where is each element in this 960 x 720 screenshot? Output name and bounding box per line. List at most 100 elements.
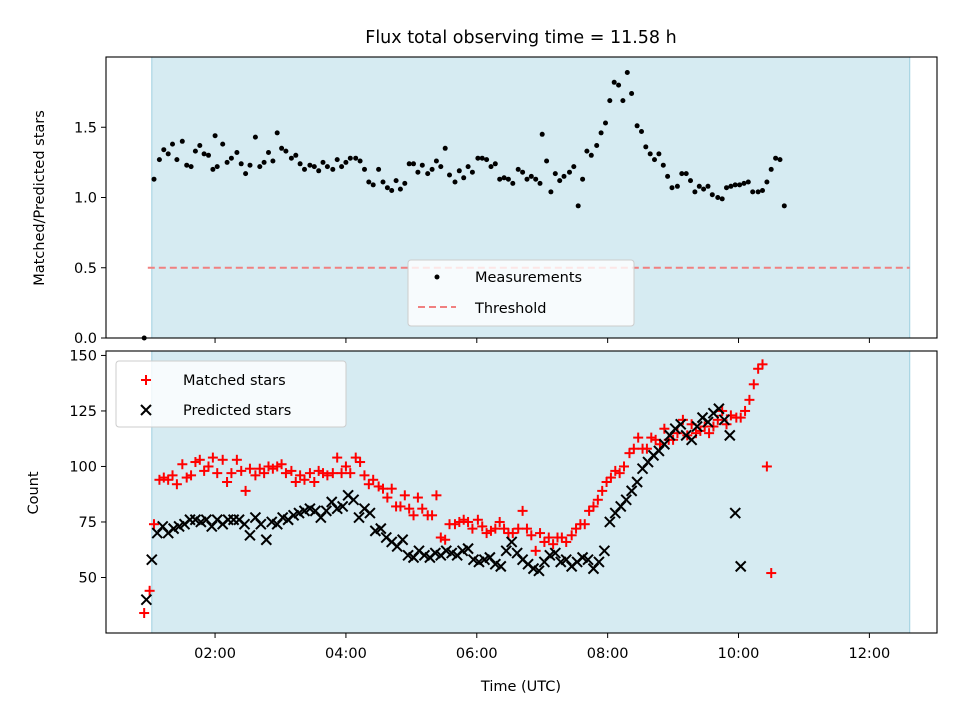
measurement-point bbox=[548, 189, 554, 195]
matched-star-point bbox=[766, 568, 777, 579]
matched-star-point bbox=[336, 468, 347, 479]
measurement-point bbox=[151, 176, 157, 182]
predicted-star-point bbox=[549, 547, 562, 559]
measurement-point bbox=[452, 179, 458, 185]
matched-star-point bbox=[318, 468, 329, 479]
measurement-point bbox=[366, 179, 372, 185]
predicted-star-point bbox=[347, 494, 360, 506]
top-y-tick-label: 0.0 bbox=[74, 331, 97, 347]
matched-star-point bbox=[472, 514, 483, 525]
measurement-point bbox=[376, 166, 382, 172]
measurement-point bbox=[465, 164, 471, 170]
predicted-star-point bbox=[620, 494, 632, 506]
measurement-point bbox=[488, 164, 494, 170]
measurement-point bbox=[571, 164, 577, 170]
measurement-point bbox=[220, 141, 226, 147]
measurement-point bbox=[701, 186, 707, 192]
measurement-point bbox=[384, 185, 390, 191]
measurement-point bbox=[665, 173, 671, 179]
matched-star-point bbox=[276, 459, 287, 470]
measurement-point bbox=[777, 157, 783, 163]
measurement-point bbox=[288, 155, 294, 161]
matched-star-point bbox=[624, 448, 635, 459]
bottom-y-tick-label: 150 bbox=[69, 348, 97, 364]
measurement-point bbox=[274, 130, 280, 136]
measurement-point bbox=[234, 150, 240, 155]
bottom-x-tick-label: 08:00 bbox=[587, 646, 629, 662]
top-legend-box bbox=[407, 259, 635, 327]
measurement-point bbox=[228, 155, 234, 161]
matched-star-point bbox=[144, 585, 155, 596]
measurement-point bbox=[311, 164, 317, 170]
predicted-star-point bbox=[260, 534, 273, 546]
bottom-panel: 02:00 04:00 06:00 08:00 10:00 12:00 50 75 100 12… bbox=[26, 348, 938, 695]
matched-star-point bbox=[561, 536, 572, 547]
matched-star-point bbox=[267, 463, 278, 474]
matched-star-point bbox=[295, 470, 306, 481]
matched-star-point bbox=[167, 470, 178, 481]
matched-star-point bbox=[207, 452, 218, 463]
matched-star-point bbox=[646, 432, 657, 443]
legend-predicted-marker bbox=[140, 404, 152, 416]
measurement-point bbox=[773, 155, 779, 161]
predicted-star-point bbox=[658, 438, 671, 450]
measurement-point bbox=[370, 182, 376, 188]
measurement-point bbox=[438, 164, 444, 170]
matched-star-point bbox=[757, 359, 768, 370]
matched-star-point bbox=[417, 503, 428, 514]
measurement-point bbox=[719, 196, 725, 202]
predicted-star-point bbox=[625, 485, 638, 497]
matched-star-point bbox=[513, 523, 524, 534]
matched-star-point bbox=[395, 501, 406, 512]
matched-star-point bbox=[332, 452, 343, 463]
predicted-star-point bbox=[244, 529, 256, 542]
matched-star-point bbox=[435, 532, 446, 543]
matched-star-point bbox=[641, 443, 652, 454]
matched-star-point bbox=[548, 539, 559, 550]
matched-star-point bbox=[592, 494, 603, 505]
measurement-point bbox=[433, 158, 439, 164]
matched-star-point bbox=[345, 468, 356, 479]
measurement-point bbox=[212, 133, 218, 139]
matched-star-point bbox=[355, 457, 366, 468]
measurement-point bbox=[397, 186, 403, 192]
top-legend: Measurements Threshold bbox=[407, 259, 635, 327]
measurement-point bbox=[505, 176, 511, 182]
predicted-star-point bbox=[353, 511, 365, 524]
measurement-point bbox=[475, 155, 481, 161]
matched-star-point bbox=[579, 519, 590, 530]
matched-star-point bbox=[222, 477, 233, 488]
measurement-point bbox=[624, 70, 630, 75]
measurement-point bbox=[266, 150, 271, 155]
legend-predicted-label: Predicted stars bbox=[183, 403, 291, 419]
matched-star-point bbox=[280, 468, 291, 479]
measurement-point bbox=[324, 164, 330, 170]
measurement-point bbox=[243, 171, 249, 177]
matched-star-point bbox=[499, 523, 510, 534]
matched-star-point bbox=[226, 468, 237, 479]
matched-star-point bbox=[373, 481, 384, 492]
measurement-point bbox=[334, 157, 340, 163]
predicted-star-point bbox=[713, 403, 725, 415]
bottom-legend-box bbox=[115, 360, 347, 428]
matched-star-point bbox=[440, 534, 451, 545]
matched-star-point bbox=[217, 454, 228, 465]
measurement-point bbox=[257, 164, 263, 170]
measurement-point bbox=[224, 159, 230, 165]
measurement-point bbox=[353, 155, 359, 161]
measurement-point bbox=[339, 164, 345, 170]
predicted-star-point bbox=[238, 518, 251, 530]
matched-star-point bbox=[530, 545, 541, 556]
measurement-point bbox=[620, 98, 626, 104]
measurement-point bbox=[647, 151, 653, 157]
measurement-point bbox=[238, 161, 244, 167]
matched-star-point bbox=[521, 523, 532, 534]
measurement-point bbox=[643, 144, 649, 150]
measurement-point bbox=[252, 134, 258, 140]
matched-star-point bbox=[194, 454, 205, 465]
measurement-point bbox=[629, 91, 635, 96]
measurement-point bbox=[639, 129, 644, 134]
matched-star-point bbox=[539, 536, 550, 547]
matched-star-point bbox=[556, 532, 567, 543]
